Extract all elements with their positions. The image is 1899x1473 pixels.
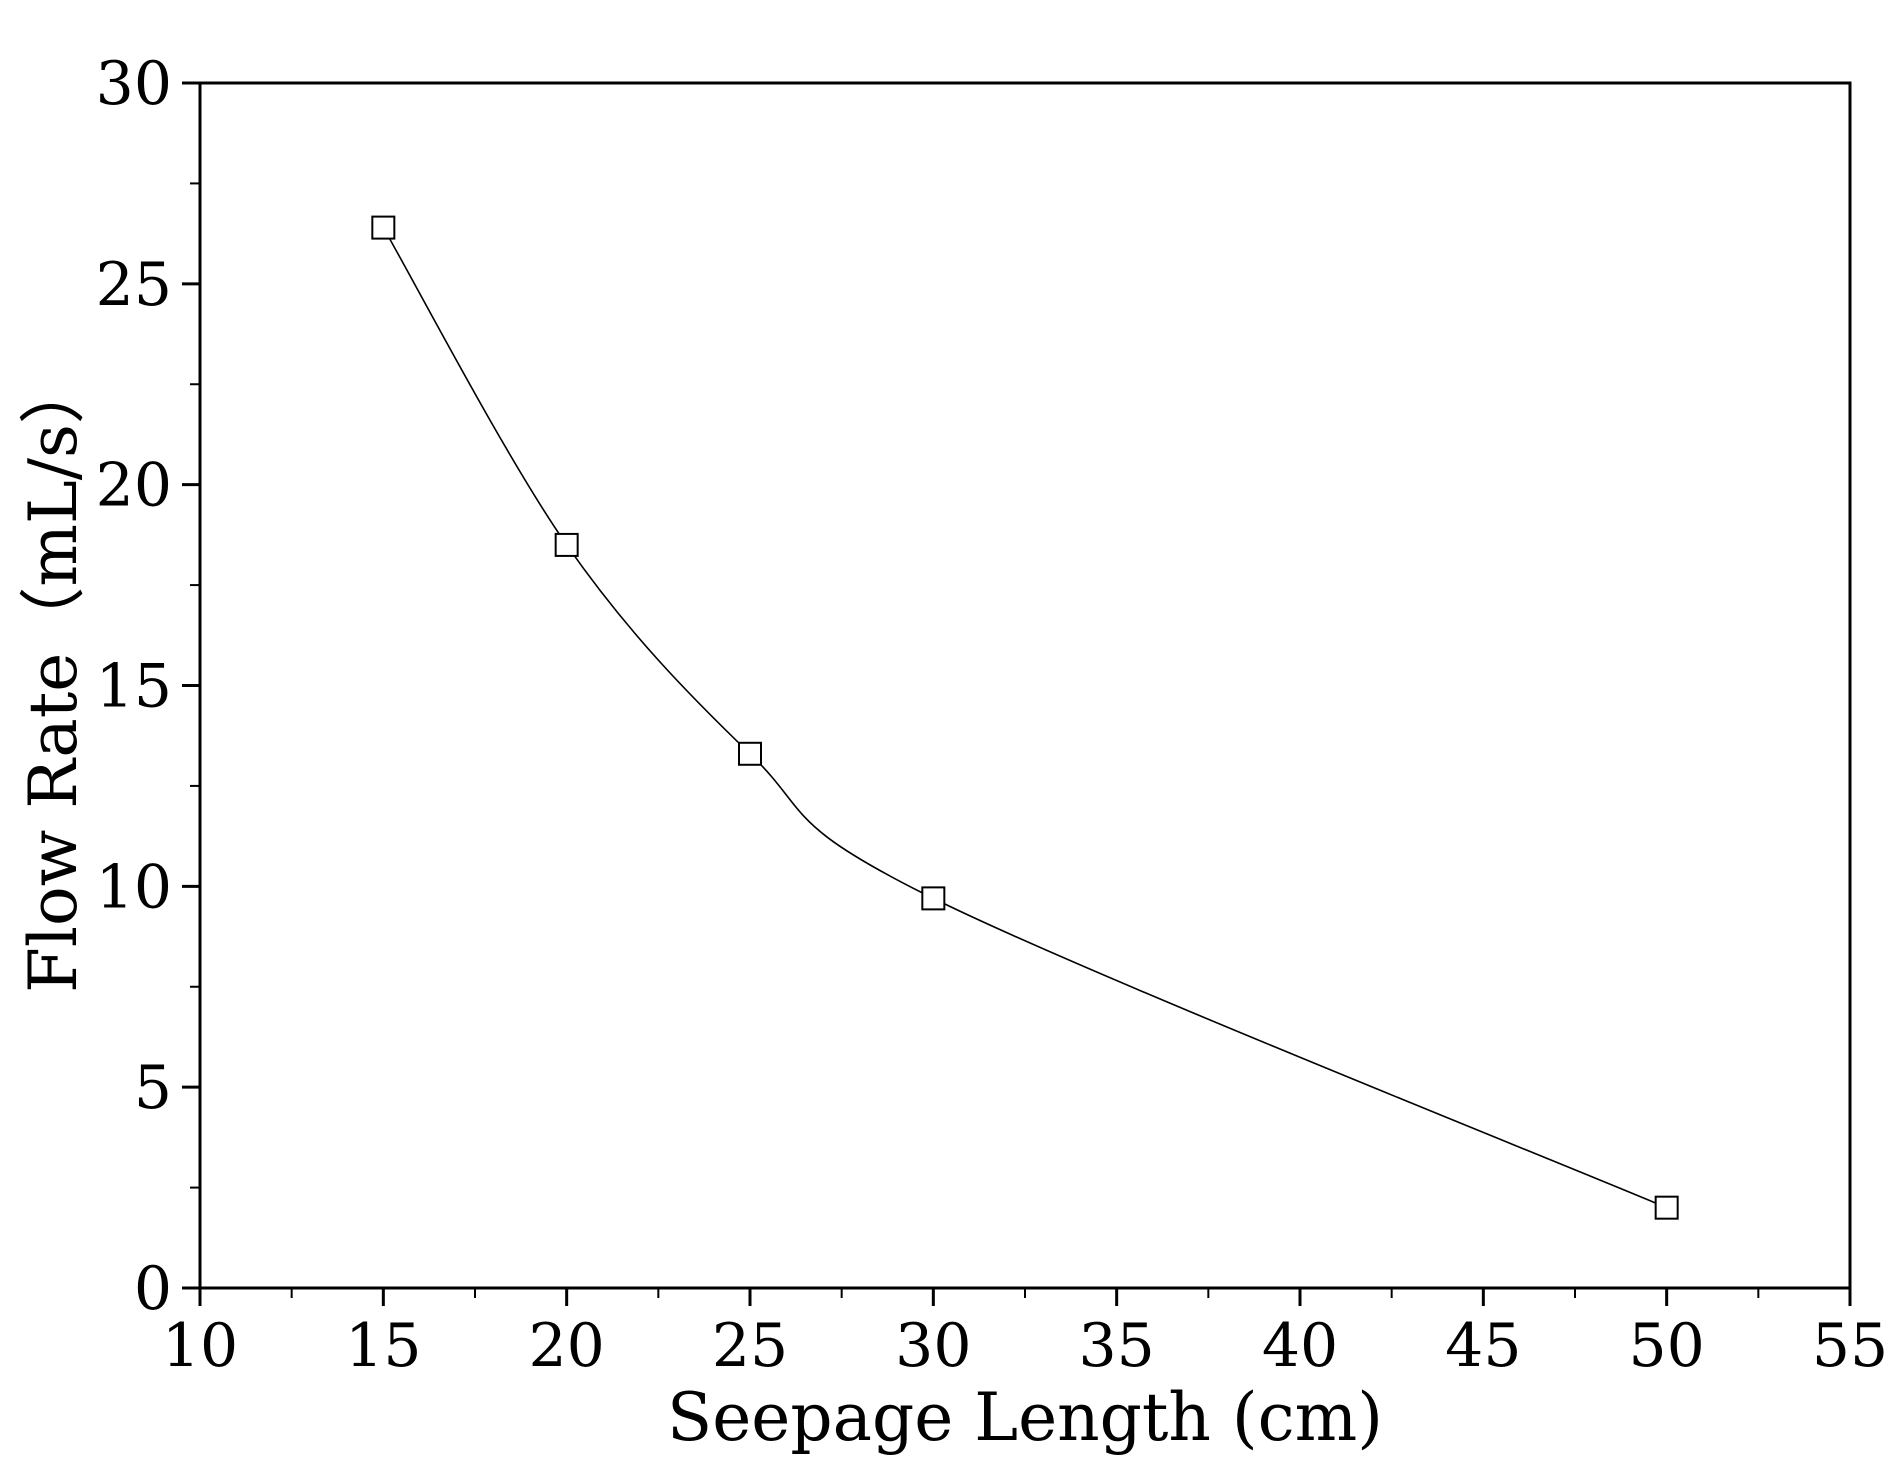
- y-tick-label: 15: [96, 652, 172, 722]
- y-tick-label: 0: [134, 1254, 172, 1324]
- x-axis-label: Seepage Length (cm): [667, 1379, 1383, 1456]
- data-point: [921, 886, 946, 911]
- tick-labels: 10 15 20 25 30 35 40 45 50 55 0 5 10 15 20 25 30: [96, 49, 1889, 1381]
- x-tick-label: 10: [162, 1311, 238, 1381]
- axis-ticks: [182, 81, 1852, 1306]
- data-point: [371, 215, 396, 240]
- x-tick-label: 15: [345, 1311, 421, 1381]
- x-tick-label: 25: [712, 1311, 788, 1381]
- x-tick-label: 35: [1078, 1311, 1154, 1381]
- x-tick-label: 20: [528, 1311, 604, 1381]
- y-tick-label: 25: [96, 250, 172, 320]
- y-tick-label: 5: [134, 1053, 172, 1123]
- x-tick-label: 30: [895, 1311, 971, 1381]
- y-tick-label: 10: [96, 852, 172, 922]
- x-tick-label: 50: [1628, 1311, 1704, 1381]
- y-axis-label: Flow Rate（mL/s）: [15, 358, 92, 993]
- x-tick-label: 45: [1445, 1311, 1521, 1381]
- y-tick-label: 30: [96, 49, 172, 119]
- series-line: [382, 227, 1667, 1209]
- data-point: [1654, 1195, 1679, 1220]
- plot-frame: [198, 81, 1852, 1290]
- x-tick-label: 55: [1812, 1311, 1888, 1381]
- data-point: [738, 741, 762, 766]
- x-tick-label: 40: [1262, 1311, 1338, 1381]
- plot-area: [371, 215, 1679, 1220]
- data-point: [554, 532, 579, 557]
- y-tick-label: 20: [96, 451, 172, 521]
